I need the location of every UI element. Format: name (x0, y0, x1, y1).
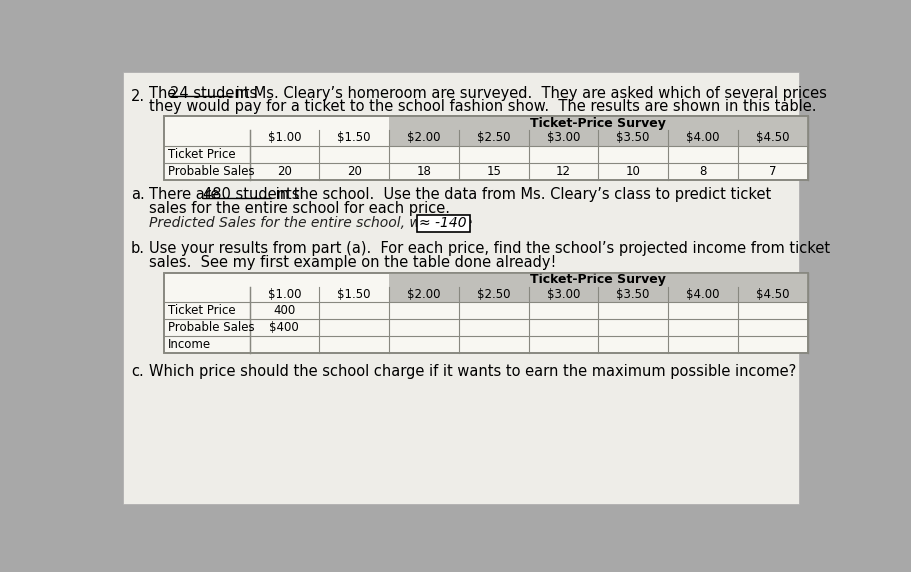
Text: There are: There are (148, 187, 224, 202)
Text: Ticket Price: Ticket Price (169, 148, 236, 161)
Text: $3.50: $3.50 (617, 288, 650, 301)
Bar (164, 273, 807, 353)
Text: 18: 18 (416, 165, 431, 177)
Text: $400: $400 (270, 321, 299, 334)
Text: Which price should the school charge if it wants to earn the maximum possible in: Which price should the school charge if … (148, 364, 796, 379)
Text: they would pay for a ticket to the school fashion show.  The results are shown i: they would pay for a ticket to the schoo… (148, 100, 816, 114)
Text: 400: 400 (273, 304, 295, 317)
Text: $2.50: $2.50 (476, 132, 510, 145)
Text: 12: 12 (556, 165, 571, 177)
Text: Predicted Sales for the entire school, would be: Predicted Sales for the entire school, w… (148, 216, 472, 231)
Text: 480 students: 480 students (203, 187, 300, 202)
Text: $4.50: $4.50 (756, 132, 789, 145)
Bar (389, 130, 807, 146)
Bar (164, 116, 807, 180)
Text: The: The (148, 86, 180, 101)
Text: Use your results from part (a).  For each price, find the school’s projected inc: Use your results from part (a). For each… (148, 241, 830, 256)
Text: $1.00: $1.00 (268, 288, 302, 301)
Text: 20: 20 (347, 165, 362, 177)
Text: a.: a. (131, 187, 145, 202)
Text: in Ms. Cleary’s homeroom are surveyed.  They are asked which of several prices: in Ms. Cleary’s homeroom are surveyed. T… (230, 86, 827, 101)
Text: sales.  See my first example on the table done already!: sales. See my first example on the table… (148, 255, 556, 270)
Text: $4.50: $4.50 (756, 288, 789, 301)
Text: 10: 10 (626, 165, 640, 177)
Text: Ticket Price: Ticket Price (169, 304, 236, 317)
Text: $4.00: $4.00 (686, 288, 720, 301)
Text: b.: b. (131, 241, 145, 256)
Text: 7: 7 (769, 165, 776, 177)
Text: 8: 8 (699, 165, 707, 177)
Text: $3.00: $3.00 (547, 288, 580, 301)
Bar (164, 273, 807, 353)
Text: Income: Income (169, 338, 211, 351)
Text: $2.00: $2.00 (407, 288, 441, 301)
Bar (389, 273, 807, 287)
Text: in the school.  Use the data from Ms. Cleary’s class to predict ticket: in the school. Use the data from Ms. Cle… (271, 187, 772, 202)
Text: $1.50: $1.50 (337, 288, 371, 301)
Bar (389, 287, 807, 302)
Text: $4.00: $4.00 (686, 132, 720, 145)
Bar (164, 116, 807, 180)
Text: $3.00: $3.00 (547, 132, 580, 145)
Text: ≈ -140: ≈ -140 (419, 216, 467, 231)
Text: $1.50: $1.50 (337, 132, 371, 145)
Bar (389, 116, 807, 130)
Bar (417, 215, 469, 232)
Text: c.: c. (131, 364, 144, 379)
Text: 20: 20 (277, 165, 292, 177)
Text: Ticket-Price Survey: Ticket-Price Survey (530, 117, 666, 130)
Text: $1.00: $1.00 (268, 132, 302, 145)
Text: $2.50: $2.50 (476, 288, 510, 301)
Text: $2.00: $2.00 (407, 132, 441, 145)
Text: Ticket-Price Survey: Ticket-Price Survey (530, 273, 666, 286)
Text: 24 students: 24 students (170, 86, 258, 101)
Text: Probable Sales: Probable Sales (169, 321, 255, 334)
Text: 15: 15 (486, 165, 501, 177)
Text: $3.50: $3.50 (617, 132, 650, 145)
Text: Probable Sales: Probable Sales (169, 165, 255, 177)
Text: 2.: 2. (131, 89, 145, 104)
Text: sales for the entire school for each price.: sales for the entire school for each pri… (148, 201, 450, 216)
